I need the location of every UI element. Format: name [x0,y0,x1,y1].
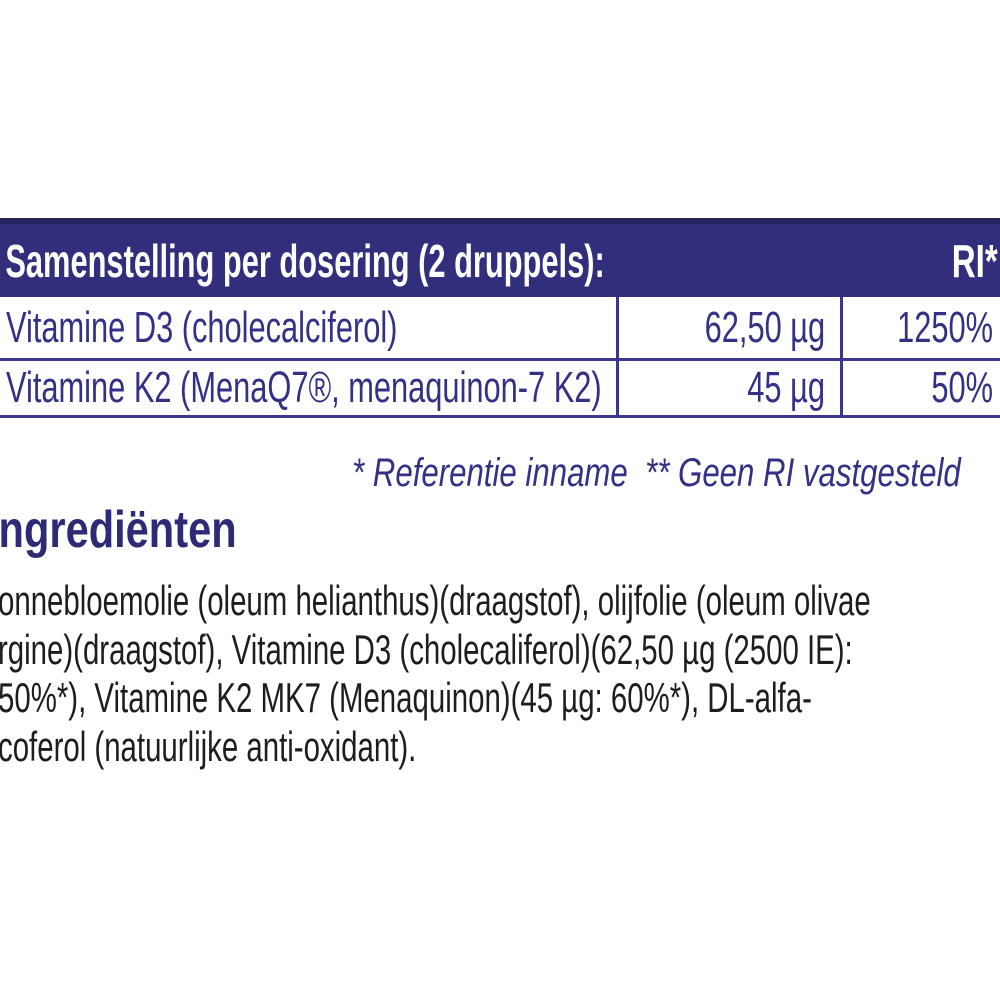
nutrient-name: Vitamine K2 (MenaQ7®, menaquinon-7 K2) [6,363,602,412]
table-row-vitamine-k2: Vitamine K2 (MenaQ7®, menaquinon-7 K2) 4… [0,361,1000,418]
ingredients-line-text: onnebloemolie (oleum helianthus)(draagst… [0,577,871,624]
ingredients-line-2: rgine)(draagstof), Vitamine D3 (cholecal… [0,626,1000,675]
reference-intake-footnote: * Referentie inname ** Geen RI vastgeste… [352,451,961,495]
ri-cell: 1250% [843,297,1000,358]
nutrient-name: Vitamine D3 (cholecalciferol) [6,302,398,352]
ri-cell: 50% [843,361,1000,415]
composition-table: Samenstelling per dosering (2 druppels):… [0,218,1000,418]
ri-value: 1250% [897,302,993,352]
amount-value: 62,50 µg [704,302,825,352]
ingredients-line-text: coferol (natuurlijke anti-oxidant). [0,722,417,770]
nutrient-name-cell: Vitamine D3 (cholecalciferol) [0,297,616,358]
table-title: Samenstelling per dosering (2 druppels): [5,234,605,287]
nutrient-name-cell: Vitamine K2 (MenaQ7®, menaquinon-7 K2) [0,361,616,415]
table-row-vitamine-d3: Vitamine D3 (cholecalciferol) 62,50 µg 1… [0,297,1000,361]
amount-value: 45 µg [747,363,825,412]
ri-column-header: RI* [951,234,998,287]
amount-cell: 62,50 µg [616,297,843,358]
table-header-bar: Samenstelling per dosering (2 druppels):… [0,218,1000,297]
ingredients-line-text: rgine)(draagstof), Vitamine D3 (cholecal… [0,625,853,673]
ingredients-line-1: onnebloemolie (oleum helianthus)(draagst… [0,577,1000,626]
amount-cell: 45 µg [616,361,843,415]
ingredients-paragraph: onnebloemolie (oleum helianthus)(draagst… [0,577,1000,771]
ingredients-line-3: 50%*), Vitamine K2 MK7 (Menaquinon)(45 µ… [0,674,1000,723]
ingredients-line-text: 50%*), Vitamine K2 MK7 (Menaquinon)(45 µ… [0,674,812,721]
ingredients-line-4: coferol (natuurlijke anti-oxidant). [0,723,1000,772]
ri-value: 50% [931,363,993,412]
ingredients-heading: Ingrediënten [0,501,237,559]
